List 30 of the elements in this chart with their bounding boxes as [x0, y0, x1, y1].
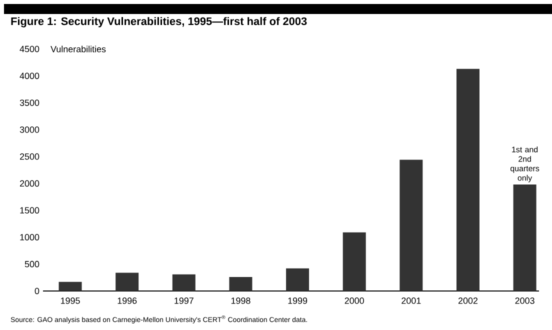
x-tick-label: 1998 — [231, 298, 250, 304]
bar — [172, 274, 196, 291]
y-tick-label: 4000 — [20, 72, 40, 80]
y-tick-label: 1000 — [20, 234, 40, 240]
x-tick-label: 2001 — [402, 298, 421, 304]
chart-title: Figure 1: Security Vulnerabilities, 1995—first half of 2003 — [11, 17, 307, 28]
y-tick-label: 2000 — [20, 180, 40, 187]
y-tick-label: 3500 — [20, 100, 40, 106]
bar — [116, 272, 139, 291]
y-tick-label: 1500 — [20, 207, 40, 214]
y-tick-label: 0 — [34, 288, 40, 294]
bar — [229, 277, 252, 291]
x-tick-label: 2003 — [515, 298, 534, 304]
y-axis-title: Vulnerabilities — [50, 46, 106, 52]
bar — [400, 160, 423, 291]
x-tick-label: 1997 — [174, 298, 194, 304]
bar — [286, 268, 310, 291]
bar — [342, 232, 366, 291]
x-tick-label: 1995 — [60, 298, 80, 304]
y-tick-label: 500 — [24, 260, 40, 268]
bar — [58, 282, 82, 291]
x-tick-label: 1996 — [118, 298, 137, 304]
y-tick-label: 2500 — [20, 153, 40, 160]
bar — [456, 68, 480, 291]
bar — [513, 184, 536, 291]
y-tick-label: 3000 — [20, 126, 40, 133]
x-tick-label: 2002 — [458, 298, 478, 304]
x-tick-label: 2000 — [344, 298, 364, 304]
x-tick-label: 1999 — [288, 298, 308, 304]
y-tick-label: 4500 — [20, 46, 40, 52]
